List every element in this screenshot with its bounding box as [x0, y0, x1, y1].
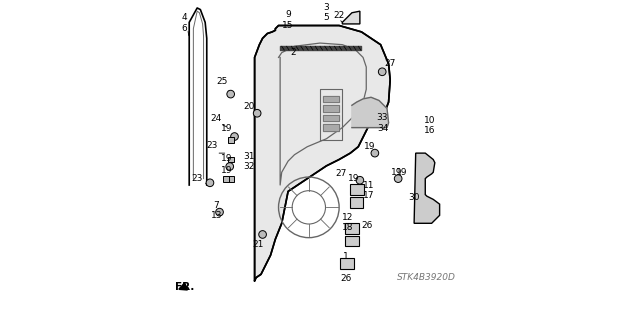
- Text: 24: 24: [211, 114, 222, 122]
- Circle shape: [230, 133, 238, 140]
- Text: 23: 23: [207, 141, 218, 150]
- Text: STK4B3920D: STK4B3920D: [397, 273, 456, 282]
- Circle shape: [378, 68, 386, 76]
- Polygon shape: [352, 97, 388, 128]
- Text: 21: 21: [252, 240, 264, 249]
- Text: 9: 9: [285, 10, 291, 19]
- Polygon shape: [342, 11, 360, 24]
- Text: 10: 10: [424, 116, 436, 125]
- Text: 30: 30: [408, 193, 420, 202]
- Text: 19: 19: [221, 154, 232, 163]
- Text: 19: 19: [364, 142, 376, 151]
- Text: 3: 3: [323, 4, 329, 12]
- Polygon shape: [414, 153, 440, 223]
- Text: 23: 23: [191, 174, 203, 182]
- FancyBboxPatch shape: [351, 197, 363, 208]
- Text: 22: 22: [333, 11, 344, 20]
- Text: 32: 32: [243, 162, 255, 171]
- FancyBboxPatch shape: [340, 258, 354, 269]
- Text: 17: 17: [363, 191, 374, 200]
- Text: 19: 19: [396, 168, 407, 177]
- Text: 27: 27: [335, 169, 347, 178]
- Text: 31: 31: [243, 152, 255, 161]
- Text: 26: 26: [340, 274, 352, 283]
- Text: 7: 7: [214, 201, 219, 210]
- FancyBboxPatch shape: [345, 223, 359, 234]
- FancyBboxPatch shape: [345, 236, 358, 246]
- Text: 1: 1: [342, 252, 348, 261]
- Text: 16: 16: [424, 126, 436, 135]
- Circle shape: [227, 90, 234, 98]
- Text: FR.: FR.: [175, 282, 194, 292]
- Text: 19: 19: [221, 124, 232, 133]
- Text: 12: 12: [342, 213, 353, 222]
- Text: 2: 2: [290, 48, 296, 57]
- Bar: [228, 137, 234, 143]
- Text: 25: 25: [216, 77, 228, 86]
- Text: 26: 26: [362, 221, 373, 230]
- Text: 34: 34: [377, 124, 388, 133]
- Circle shape: [216, 208, 223, 216]
- Circle shape: [226, 163, 234, 170]
- Text: 11: 11: [363, 181, 374, 189]
- Circle shape: [206, 179, 214, 187]
- Text: 18: 18: [342, 223, 353, 232]
- Text: 15: 15: [282, 21, 294, 30]
- Text: 6: 6: [182, 24, 188, 33]
- Text: 19: 19: [348, 174, 360, 182]
- Text: 4: 4: [182, 13, 188, 22]
- Circle shape: [356, 176, 364, 184]
- Polygon shape: [255, 26, 390, 281]
- Circle shape: [259, 231, 266, 238]
- Text: 27: 27: [385, 59, 396, 68]
- Circle shape: [253, 109, 261, 117]
- Text: 13: 13: [211, 211, 222, 220]
- Text: 19: 19: [221, 166, 232, 175]
- Circle shape: [371, 149, 379, 157]
- Circle shape: [394, 175, 402, 182]
- FancyBboxPatch shape: [349, 184, 364, 195]
- Text: 19: 19: [392, 168, 403, 177]
- Bar: [228, 176, 234, 182]
- Text: 20: 20: [243, 102, 255, 111]
- Bar: [228, 157, 234, 162]
- Text: 33: 33: [377, 113, 388, 122]
- Text: 5: 5: [323, 13, 329, 22]
- Bar: [223, 176, 228, 182]
